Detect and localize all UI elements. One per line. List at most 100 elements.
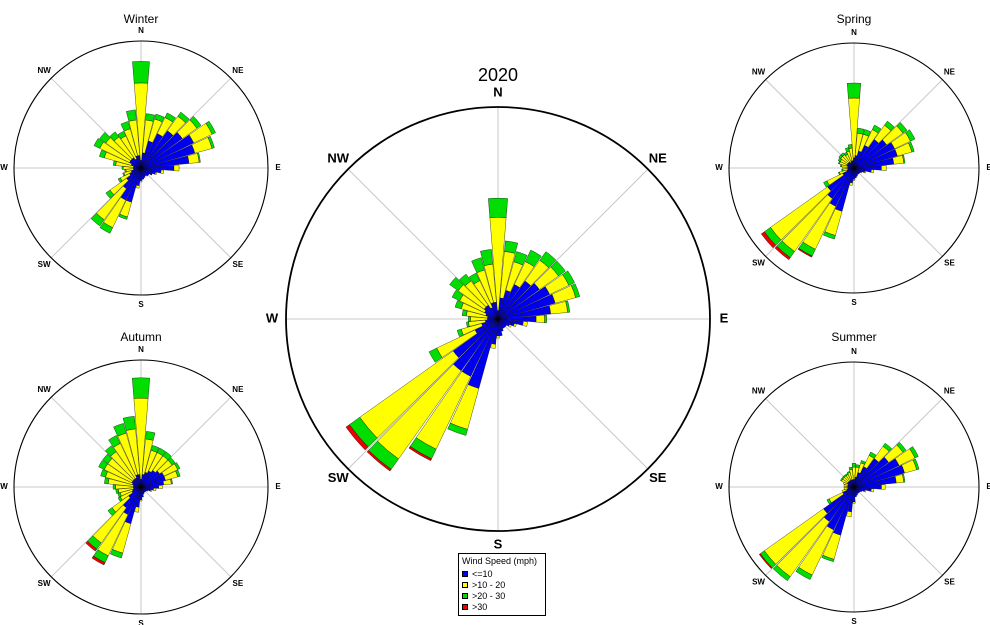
- bar-spring-40-20-30: [884, 120, 895, 131]
- bar-spring-70-20-30: [908, 141, 915, 153]
- bar-main-340-20-30: [471, 257, 485, 273]
- dir-label-main-w: W: [266, 310, 279, 325]
- bar-spring-280-20-30: [840, 164, 843, 167]
- chart-title-spring: Spring: [837, 12, 872, 26]
- legend-label-le10: <=10: [472, 568, 493, 579]
- dir-label-spring-e: E: [986, 163, 990, 172]
- bar-summer-110-10-20: [864, 489, 867, 493]
- outer-ring-spring: [728, 42, 980, 294]
- bar-autumn-70-20-30: [175, 469, 181, 478]
- dir-label-winter-s: S: [138, 300, 144, 309]
- bar-winter-240-20-30: [117, 177, 123, 183]
- bar-main-300-20-30: [451, 289, 464, 301]
- dir-label-autumn-s: S: [138, 619, 144, 625]
- bar-winter-0-20-30: [132, 61, 150, 84]
- bar-main-180-10-20: [496, 335, 500, 339]
- bar-winter-290-20-30: [99, 149, 107, 159]
- dir-label-autumn-ne: NE: [232, 385, 244, 394]
- legend-item-le10: <=10: [462, 568, 542, 579]
- bar-main-120-10-20: [508, 324, 512, 328]
- bar-autumn-30-20-30: [157, 447, 166, 456]
- bar-spring-180-10-20: [852, 179, 856, 181]
- bar-summer-240-20-30: [826, 498, 832, 505]
- dir-label-main-s: S: [494, 536, 503, 551]
- bar-summer-320-20-30: [843, 474, 847, 478]
- bar-autumn-190-10-20: [134, 506, 140, 513]
- bar-winter-110-10-20: [154, 171, 158, 176]
- bar-spring-210-gt30: [797, 248, 813, 258]
- bar-main-20-20-30: [513, 251, 528, 266]
- dir-label-summer-n: N: [851, 347, 857, 356]
- bar-spring-80-20-30: [902, 154, 906, 164]
- bar-main-350-20-30: [480, 249, 493, 266]
- spoke-ne: [497, 168, 649, 320]
- bar-winter-220-20-30: [90, 213, 105, 227]
- bar-main-90-10-20: [535, 315, 545, 323]
- bar-main-0-20-30: [488, 197, 508, 218]
- bar-main-60-20-30: [562, 270, 575, 286]
- dir-label-winter-e: E: [275, 163, 281, 172]
- bar-autumn-40-20-30: [162, 451, 172, 461]
- bar-summer-100-10-20: [870, 488, 875, 493]
- bar-main-310-20-30: [449, 277, 464, 291]
- bar-winter-350-20-30: [126, 109, 137, 122]
- bar-autumn-100-10-20: [153, 488, 157, 492]
- legend-title: Wind Speed (mph): [462, 556, 538, 566]
- bar-autumn-230-20-30: [107, 507, 116, 516]
- dir-label-spring-w: W: [715, 163, 723, 172]
- bar-autumn-20-20-30: [150, 445, 160, 453]
- bar-spring-100-10-20: [870, 169, 875, 174]
- spoke-se: [497, 318, 649, 470]
- spoke-nw: [347, 168, 499, 320]
- dir-label-winter-se: SE: [233, 260, 244, 269]
- wind-rose-summer: Summer N NE E SE S SW W NW: [715, 330, 990, 625]
- bar-main-190-10-20: [490, 343, 496, 349]
- bar-winter-230-20-30: [105, 189, 115, 199]
- bar-spring-90-10-20: [881, 165, 887, 171]
- outer-ring-main: [285, 106, 711, 532]
- dir-label-autumn-e: E: [275, 482, 281, 491]
- bar-spring-110-10-20: [864, 170, 867, 174]
- spoke-nw: [765, 398, 855, 488]
- dir-label-summer-nw: NW: [752, 387, 766, 396]
- dir-label-main-ne: NE: [649, 151, 667, 166]
- spoke-se: [853, 167, 943, 257]
- bar-spring-300-20-30: [838, 157, 842, 162]
- bar-autumn-10-20-30: [145, 431, 156, 441]
- spoke-sw: [347, 318, 499, 470]
- bar-winter-300-20-30: [93, 138, 104, 149]
- chart-title-main: 2020: [478, 65, 518, 85]
- dir-label-main-e: E: [720, 310, 729, 325]
- bar-winter-340-20-30: [120, 121, 131, 132]
- bar-spring-10-20-30: [857, 128, 865, 135]
- bar-autumn-0-20-30: [132, 377, 150, 399]
- dir-label-autumn-se: SE: [233, 579, 244, 588]
- bar-summer-250-10-20: [841, 488, 848, 493]
- dir-label-spring-sw: SW: [752, 259, 765, 268]
- bar-autumn-220-gt30: [85, 541, 98, 552]
- bar-autumn-250-20-30: [117, 492, 122, 498]
- legend-swatch-20-30: [462, 592, 468, 599]
- bar-autumn-270-20-30: [112, 484, 116, 490]
- bar-spring-190-10-20: [849, 182, 853, 186]
- dir-label-main-sw: SW: [328, 470, 350, 485]
- bar-spring-320-20-30: [840, 152, 845, 157]
- bar-main-40-20-30: [539, 251, 557, 268]
- bar-main-30-20-30: [525, 249, 542, 267]
- bar-summer-90-10-20: [881, 484, 886, 490]
- bar-spring-50-20-30: [896, 122, 908, 134]
- bar-autumn-240-20-30: [117, 496, 123, 502]
- chart-title-summer: Summer: [831, 330, 876, 344]
- bar-winter-90-10-20: [173, 164, 180, 172]
- bar-winter-140-le10: [140, 167, 149, 177]
- dir-label-winter-w: W: [0, 163, 8, 172]
- bar-spring-220-gt30: [774, 246, 791, 260]
- bar-spring-250-20-30: [838, 171, 841, 175]
- bar-main-100-10-20: [522, 321, 528, 327]
- bar-main-70-20-30: [571, 283, 580, 298]
- bar-summer-350-20-30: [848, 466, 853, 471]
- bar-summer-10-20-30: [855, 464, 860, 468]
- bar-summer-0-20-30: [851, 463, 857, 468]
